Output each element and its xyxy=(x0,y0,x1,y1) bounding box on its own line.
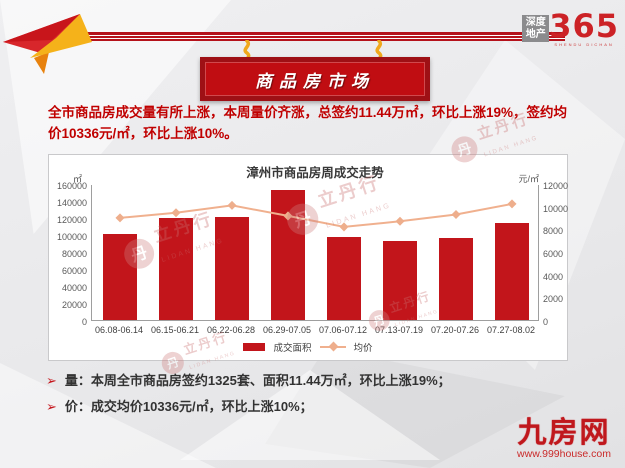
x-tick-label: 06.29-07.05 xyxy=(262,325,312,335)
x-tick-label: 06.22-06.28 xyxy=(206,325,256,335)
legend-line-swatch xyxy=(319,346,346,348)
site-name: 九房网 xyxy=(517,417,611,449)
bullet-text: 价：成交均价10336元/㎡，环比上涨10%； xyxy=(64,399,313,414)
line-marker xyxy=(227,200,237,210)
summary-text: 全市商品房成交量有所上涨，本周量价齐涨，总签约11.44万㎡，环比上涨19%，签… xyxy=(48,105,568,141)
left-tick-label: 20000 xyxy=(61,300,87,310)
x-tick-label: 07.20-07.26 xyxy=(430,325,480,335)
right-axis-unit: 元/㎡ xyxy=(518,174,539,184)
left-tick-label: 0 xyxy=(81,317,87,327)
bullet-arrow-icon: ➢ xyxy=(46,399,57,414)
right-tick-label: 12000 xyxy=(543,181,569,191)
left-tick-label: 80000 xyxy=(61,249,87,259)
legend-bar-label: 成交面积 xyxy=(273,343,312,354)
x-tick-label: 06.08-06.14 xyxy=(94,325,144,335)
line-marker xyxy=(507,199,517,209)
right-tick-label: 0 xyxy=(543,317,549,327)
right-tick-label: 10000 xyxy=(543,203,569,214)
plot-area xyxy=(91,185,539,321)
left-tick-label: 40000 xyxy=(61,283,87,293)
chart-legend: 成交面积 均价 xyxy=(49,340,567,354)
bar-06.15-06.21 xyxy=(159,218,193,320)
x-tick-label: 06.15-06.21 xyxy=(150,325,200,335)
right-tick-label: 6000 xyxy=(543,249,564,259)
bar-07.20-07.26 xyxy=(439,238,473,320)
line-marker xyxy=(115,213,125,223)
x-tick-label: 07.13-07.19 xyxy=(374,325,424,335)
bullet-item: ➢ 价：成交均价10336元/㎡，环比上涨10%； xyxy=(46,397,586,416)
bullet-text: 量：本周全市商品房签约1325套、面积11.44万㎡，环比上涨19%； xyxy=(64,373,451,388)
bar-series xyxy=(92,184,540,320)
bullet-item: ➢ 量：本周全市商品房签约1325套、面积11.44万㎡，环比上涨19%； xyxy=(46,371,586,390)
x-tick-label: 07.27-08.02 xyxy=(486,325,536,335)
line-marker xyxy=(395,216,405,226)
legend-bar-swatch xyxy=(243,343,266,351)
chart-panel: 漳州市商品房周成交走势 ㎡ 元/㎡ 160000 140000 120000 1000… xyxy=(48,154,569,377)
left-tick-label: 100000 xyxy=(56,232,87,242)
bar-07.27-08.02 xyxy=(495,222,529,320)
line-series xyxy=(115,199,517,232)
header-rule xyxy=(34,32,565,41)
line-marker xyxy=(451,209,461,219)
chart-title: 漳州市商品房周成交走势 xyxy=(246,166,384,180)
line-marker xyxy=(171,208,181,218)
line-marker xyxy=(339,222,349,232)
key-points: ➢ 量：本周全市商品房签约1325套、面积11.44万㎡，环比上涨19%； ➢ 价：成… xyxy=(46,371,586,423)
brand-box: 深度 地产 xyxy=(522,15,550,42)
left-axis-unit: ㎡ xyxy=(73,174,83,184)
section-sign: 商品房市场 xyxy=(200,57,430,101)
bar-07.06-07.12 xyxy=(327,236,361,320)
right-tick-label: 4000 xyxy=(543,271,564,282)
bullet-arrow-icon: ➢ xyxy=(46,373,57,388)
legend-line-label: 均价 xyxy=(353,343,373,354)
left-tick-label: 160000 xyxy=(56,181,87,191)
x-tick-label: 07.06-07.12 xyxy=(318,325,368,335)
left-tick-label: 60000 xyxy=(61,266,87,276)
bar-07.13-07.19 xyxy=(383,240,417,320)
line-marker xyxy=(283,211,293,221)
paper-plane-icon xyxy=(3,14,92,74)
bar-06.22-06.28 xyxy=(215,217,249,320)
section-title: 商品房市场 xyxy=(255,71,375,91)
brand-subtext: SHENDU DICHAN xyxy=(554,42,614,47)
right-tick-label: 8000 xyxy=(543,226,564,237)
site-logo: 九房网 www.999house.com xyxy=(517,418,611,460)
left-tick-label: 120000 xyxy=(56,215,87,225)
left-tick-label: 140000 xyxy=(56,198,87,208)
brand-365: 365 xyxy=(549,7,619,45)
right-tick-label: 2000 xyxy=(543,294,564,305)
bar-06.08-06.14 xyxy=(103,234,137,320)
brand-logo: 深度 地产 365 SHENDU DICHAN xyxy=(522,7,619,47)
site-url: www.999house.com xyxy=(517,448,611,460)
x-axis-labels: 06.08-06.14 06.15-06.21 06.22-06.28 06.29-0… xyxy=(91,325,539,335)
